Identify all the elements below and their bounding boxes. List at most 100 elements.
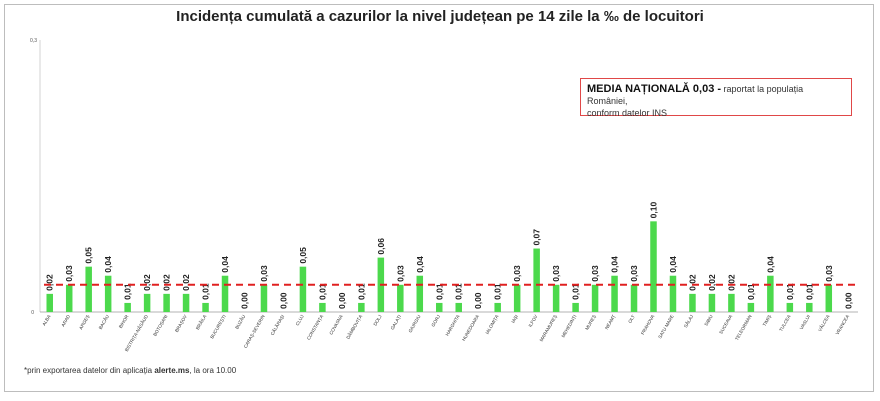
bar	[572, 302, 579, 312]
category-label: GORJ	[430, 314, 441, 328]
category-label: CLUJ	[295, 314, 305, 326]
bar	[533, 248, 540, 312]
category-label: DOLJ	[372, 314, 382, 327]
data-label: 0,01	[746, 283, 756, 300]
data-label: 0,01	[317, 283, 327, 300]
category-label: IAȘI	[510, 314, 519, 324]
data-label: 0,04	[103, 256, 113, 273]
category-label: DÂMBOVIȚA	[344, 313, 363, 340]
bar	[163, 293, 170, 312]
category-label: SATU MARE	[657, 314, 675, 339]
bar	[669, 275, 677, 312]
data-label: 0,02	[45, 274, 55, 291]
data-label: 0,03	[259, 265, 269, 282]
y-tick-label: 0	[31, 310, 34, 316]
bar	[767, 275, 774, 312]
bar	[221, 275, 229, 312]
bar	[124, 302, 131, 312]
category-label: VRANCEA	[835, 313, 851, 336]
category-label: BRĂILA	[194, 313, 208, 331]
bar	[689, 293, 696, 312]
data-label: 0,01	[493, 283, 503, 300]
data-label: 0,03	[551, 265, 561, 282]
bar	[299, 266, 307, 312]
data-label: 0,06	[376, 238, 386, 255]
category-label: ALBA	[41, 313, 52, 326]
data-label: 0,03	[395, 265, 405, 282]
data-label: 0,02	[162, 274, 172, 291]
data-label: 0,01	[356, 283, 366, 300]
category-label: MUREȘ	[584, 314, 597, 331]
data-label: 0,02	[687, 274, 697, 291]
category-label: CĂLĂRAȘI	[269, 314, 286, 337]
category-label: COVASNA	[328, 313, 344, 335]
category-label: BUCUREȘTI	[209, 314, 227, 339]
data-label: 0,01	[454, 283, 464, 300]
category-label: SUCEAVA	[718, 313, 733, 335]
bar	[455, 302, 462, 312]
data-label: 0,02	[142, 274, 152, 291]
data-label: 0,03	[512, 265, 522, 282]
footnote-pre: *prin exportarea datelor din aplicația	[24, 366, 155, 375]
category-label: BOTOȘANI	[152, 314, 168, 337]
chart-frame	[4, 4, 874, 392]
callout-bold: MEDIA NAȚIONALĂ 0,03 -	[587, 83, 722, 95]
data-label: 0,04	[610, 256, 620, 273]
category-label: HUNEDOARA	[461, 313, 480, 342]
bar	[85, 266, 92, 312]
category-label: BIHOR	[118, 313, 130, 329]
category-label: CARAȘ-SEVERIN	[243, 314, 266, 349]
national-average-callout: MEDIA NAȚIONALĂ 0,03 - raportat la popul…	[580, 78, 852, 118]
data-label: 0,00	[337, 292, 347, 309]
category-label: BUZĂU	[233, 314, 246, 330]
category-label: MEHEDINȚI	[560, 314, 577, 338]
y-tick-label: 0,3	[30, 38, 37, 44]
data-label: 0,04	[765, 256, 775, 273]
bar	[397, 284, 404, 312]
data-label: 0,03	[824, 265, 834, 282]
bar	[416, 275, 424, 312]
bar	[65, 284, 73, 312]
bar	[630, 284, 638, 312]
data-label: 0,05	[84, 247, 94, 264]
data-label: 0,04	[220, 256, 230, 273]
data-label: 0,01	[785, 283, 795, 300]
bar	[611, 275, 618, 312]
footnote: *prin exportarea datelor din aplicația a…	[24, 366, 236, 375]
data-label: 0,01	[434, 283, 444, 300]
data-label: 0,00	[473, 292, 483, 309]
footnote-post: , la ora 10.00	[189, 366, 237, 375]
category-label: TIMIȘ	[762, 314, 772, 327]
category-label: HARGHITA	[445, 313, 461, 337]
data-label: 0,00	[278, 292, 288, 309]
bar	[46, 293, 53, 312]
data-label: 0,01	[201, 283, 211, 300]
data-label: 0,02	[181, 274, 191, 291]
category-label: GALAȚI	[390, 314, 403, 331]
data-label: 0,05	[298, 247, 308, 264]
callout-text: raportat la populația României,	[587, 84, 804, 106]
bar	[202, 302, 209, 312]
category-label: ILFOV	[528, 313, 539, 328]
category-label: ARAD	[60, 313, 71, 327]
category-label: CONSTANȚA	[306, 313, 325, 341]
bar	[728, 293, 735, 312]
data-label: 0,04	[668, 256, 678, 273]
data-label: 0,10	[649, 202, 659, 219]
category-label: OLT	[627, 314, 636, 324]
callout-text-line2: conform datelor INS	[587, 108, 668, 118]
bar	[143, 293, 151, 312]
bar	[436, 302, 443, 312]
footnote-app: alerte.ms	[154, 366, 190, 375]
bar	[552, 284, 560, 312]
bar	[104, 275, 112, 312]
category-label: TELEORMAN	[734, 314, 753, 341]
category-label: GIURGIU	[407, 314, 421, 334]
data-label: 0,01	[804, 283, 814, 300]
bar	[825, 284, 833, 312]
bar	[806, 302, 813, 312]
bar	[494, 302, 501, 312]
data-label: 0,04	[415, 256, 425, 273]
bar	[513, 284, 521, 312]
